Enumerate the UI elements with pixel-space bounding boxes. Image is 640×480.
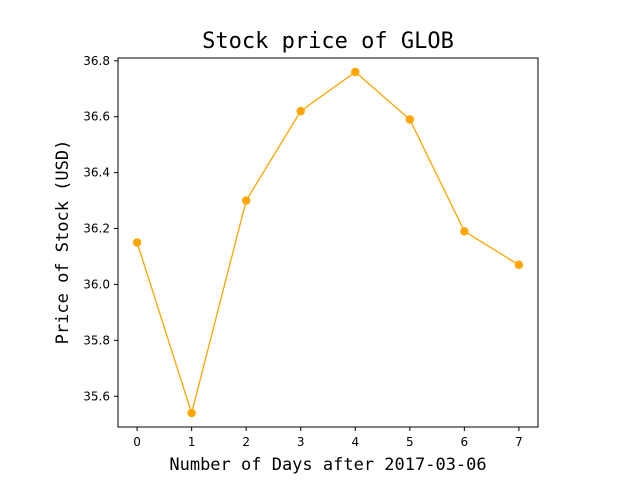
x-tick-label: 6 <box>461 435 469 449</box>
series-layer <box>132 67 524 418</box>
x-tick-label: 3 <box>297 435 305 449</box>
x-tick-label: 7 <box>515 435 523 449</box>
y-tick-label: 36.6 <box>83 110 110 124</box>
y-axis-label: Price of Stock (USD) <box>53 140 73 345</box>
data-point <box>351 67 360 77</box>
y-axis: 35.6 35.8 36.0 36.2 36.4 36.6 36.8 <box>83 54 118 403</box>
x-tick-label: 5 <box>406 435 414 449</box>
x-axis-label: Number of Days after 2017-03-06 <box>169 455 486 475</box>
data-point <box>187 408 196 418</box>
data-point <box>132 238 142 247</box>
y-tick-label: 35.8 <box>83 333 110 347</box>
data-point <box>460 227 469 236</box>
y-tick-label: 36.4 <box>83 166 110 180</box>
data-point <box>241 196 251 205</box>
data-point <box>514 260 524 270</box>
x-tick-label: 0 <box>133 435 141 449</box>
x-tick-label: 1 <box>188 435 196 449</box>
data-point <box>405 115 415 124</box>
x-tick-label: 2 <box>242 435 250 449</box>
data-point <box>296 106 305 116</box>
x-tick-label: 4 <box>351 435 359 449</box>
y-tick-label: 36.0 <box>83 277 110 291</box>
y-tick-label: 36.2 <box>83 222 110 236</box>
y-tick-label: 36.8 <box>83 54 110 68</box>
plot-area-frame <box>117 57 539 428</box>
series-line <box>136 71 520 416</box>
chart-title: Stock price of GLOB <box>202 29 454 54</box>
x-axis: 0 1 2 3 4 5 6 7 <box>133 427 523 449</box>
y-tick-label: 35.6 <box>83 389 110 403</box>
